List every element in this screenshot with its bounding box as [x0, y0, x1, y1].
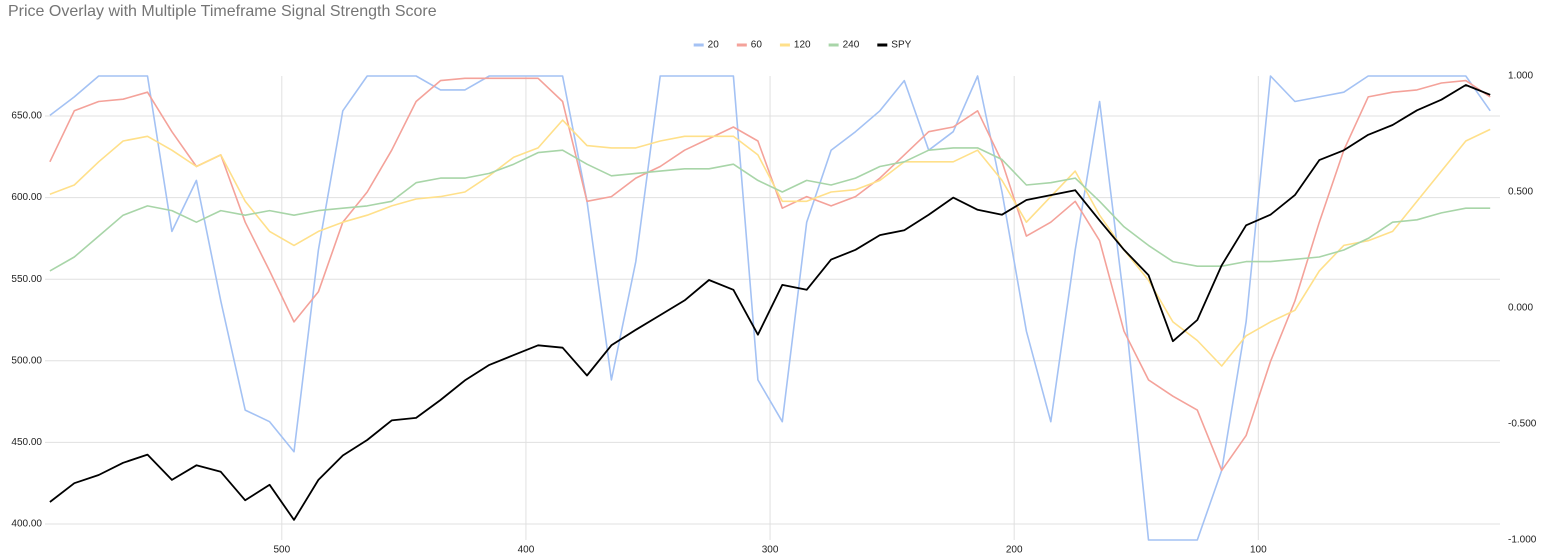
y-tick-label: 400.00: [11, 519, 42, 530]
legend-label: 240: [843, 40, 860, 51]
line-series: [49, 119, 1491, 367]
line-series: [49, 75, 1491, 541]
x-tick-label: 100: [1250, 545, 1267, 556]
line-series: [49, 147, 1491, 272]
legend-item: 120: [779, 40, 811, 51]
y2-tick-label: 0.000: [1508, 303, 1533, 314]
y2-tick-label: 1.000: [1508, 71, 1533, 82]
y-tick-label: 500.00: [11, 355, 42, 366]
x-tick-label: 200: [1006, 545, 1023, 556]
y-tick-label: 600.00: [11, 192, 42, 203]
legend-label: 60: [751, 40, 763, 51]
legend-item: 240: [828, 40, 860, 51]
y2-tick-label: -0.500: [1508, 419, 1537, 430]
chart-title: Price Overlay with Multiple Timeframe Si…: [8, 3, 437, 20]
x-tick-label: 300: [762, 545, 779, 556]
legend: 20 60 120 240 SPY: [693, 40, 912, 51]
x-tick-label: 400: [518, 545, 535, 556]
x-tick-label: 500: [273, 545, 290, 556]
y-tick-label: 550.00: [11, 274, 42, 285]
legend-label: 20: [708, 40, 720, 51]
legend-item: 20: [693, 40, 720, 51]
legend-label: SPY: [891, 40, 911, 51]
y2-tick-label: 0.500: [1508, 187, 1533, 198]
y-tick-label: 450.00: [11, 437, 42, 448]
line-series: [49, 84, 1491, 521]
legend-item: 60: [736, 40, 763, 51]
legend-label: 120: [794, 40, 811, 51]
line-series: [49, 77, 1491, 472]
y2-tick-label: -1.000: [1508, 535, 1537, 546]
y-tick-label: 650.00: [11, 111, 42, 122]
legend-item: SPY: [877, 40, 912, 51]
